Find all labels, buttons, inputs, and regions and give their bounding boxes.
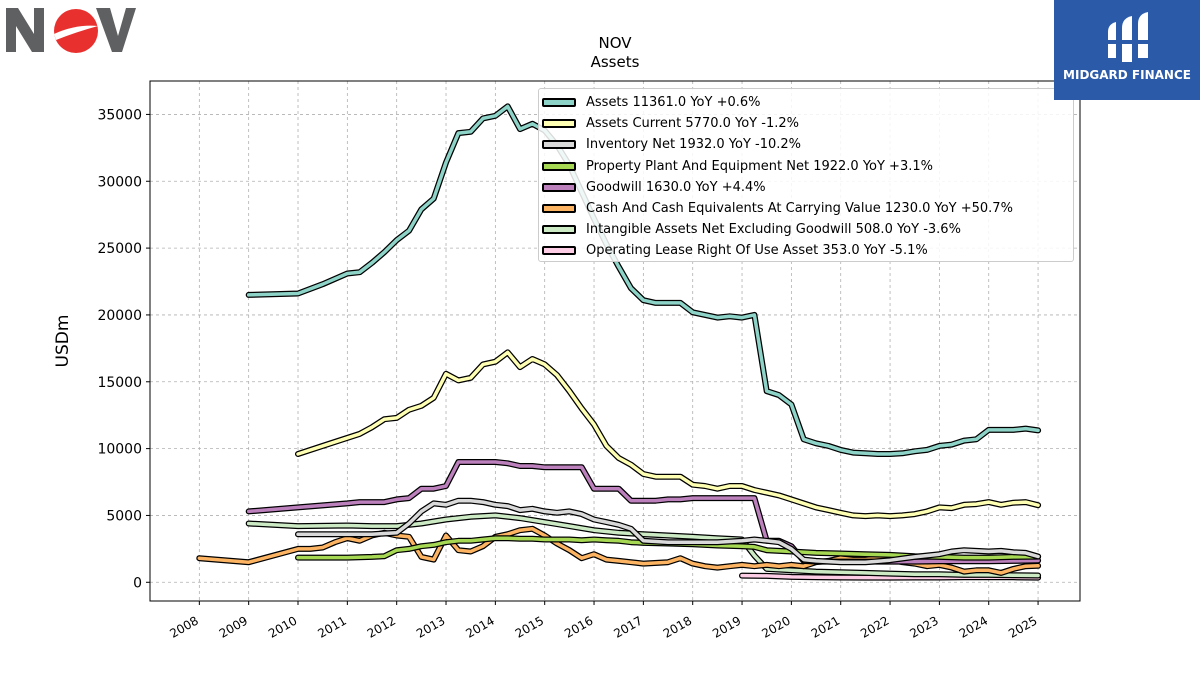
legend-swatch (542, 204, 576, 214)
x-tick-label: 2013 (414, 613, 447, 640)
x-tick-label: 2020 (759, 613, 792, 640)
series-line-assets-current (296, 350, 1040, 518)
legend-label: Cash And Cash Equivalents At Carrying Va… (586, 201, 1013, 217)
x-tick-label: 2023 (907, 613, 940, 640)
plot-frame (149, 80, 1081, 602)
y-tick-label: 30000 (97, 174, 142, 190)
y-tick-label: 20000 (97, 308, 142, 324)
series-line-intangible-assets-net-excluding-goodwill (246, 513, 1040, 578)
series-line-assets (246, 104, 1040, 456)
legend-label: Inventory Net 1932.0 YoY -10.2% (586, 137, 802, 153)
x-tick-label: 2012 (365, 613, 398, 640)
midgard-finance-logo: MIDGARD FINANCE (1054, 0, 1200, 100)
legend-swatch (542, 182, 576, 192)
legend-item-assets: Assets 11361.0 YoY +0.6% (539, 92, 1073, 113)
x-tick-label: 2008 (167, 613, 200, 640)
series-layer (196, 103, 1042, 581)
legend-label: Assets 11361.0 YoY +0.6% (586, 95, 761, 111)
legend-label: Operating Lease Right Of Use Asset 353.0… (586, 243, 928, 259)
y-tick-label: 25000 (97, 241, 142, 257)
x-tick-label: 2011 (315, 613, 348, 640)
series-outline-assets-current (295, 349, 1042, 520)
x-tick-label: 2025 (1006, 613, 1039, 640)
legend-item-inventory-net: Inventory Net 1932.0 YoY -10.2% (539, 134, 1073, 155)
legend-swatch (542, 161, 576, 171)
legend-item-cash-and-cash-equivalents-at-carrying-value: Cash And Cash Equivalents At Carrying Va… (539, 198, 1073, 219)
legend-swatch (542, 119, 576, 129)
y-tick-label: 5000 (106, 508, 142, 524)
y-tick-label: 0 (133, 575, 142, 591)
x-axis: 2008 2009 2010 2011 2012 2013 2014 2015 2016 2017… (167, 601, 1040, 641)
legend-item-operating-lease-right-of-use-asset: Operating Lease Right Of Use Asset 353.0… (539, 240, 1073, 261)
legend-swatch (542, 225, 576, 235)
legend: Assets 11361.0 YoY +0.6% Assets Current 5… (538, 88, 1074, 262)
legend-swatch (542, 246, 576, 256)
y-axis-label: USDm (53, 315, 73, 368)
series-line-inventory-net (296, 498, 1040, 564)
x-tick-label: 2019 (710, 613, 743, 640)
nov-logo-icon (6, 8, 136, 53)
x-tick-label: 2014 (463, 613, 496, 640)
legend-label: Property Plant And Equipment Net 1922.0 … (586, 158, 933, 174)
x-tick-label: 2024 (957, 613, 990, 640)
y-tick-label: 10000 (97, 442, 142, 458)
y-tick-label: 35000 (97, 107, 142, 123)
brand-name: MIDGARD FINANCE (1063, 68, 1191, 82)
legend-item-goodwill: Goodwill 1630.0 YoY +4.4% (539, 177, 1073, 198)
series-line-property-plant-and-equipment-net (296, 536, 1040, 560)
nov-logo (4, 4, 136, 56)
chart-title: NOV (598, 34, 632, 52)
legend-item-intangible-assets-net-excluding-goodwill: Intangible Assets Net Excluding Goodwill… (539, 219, 1073, 240)
x-tick-label: 2009 (217, 613, 250, 640)
y-axis: 0 5000 10000 15000 20000 25000 30000 35000 (97, 107, 150, 591)
x-tick-label: 2021 (809, 613, 842, 640)
y-tick-label: 15000 (97, 375, 142, 391)
x-tick-label: 2017 (611, 613, 644, 640)
chart-subtitle: Assets (591, 53, 640, 71)
legend-swatch (542, 140, 576, 150)
midgard-logo-icon (1106, 12, 1150, 62)
legend-label: Intangible Assets Net Excluding Goodwill… (586, 222, 961, 238)
x-tick-label: 2018 (661, 613, 694, 640)
x-tick-label: 2016 (562, 613, 595, 640)
legend-swatch (542, 98, 576, 108)
legend-item-assets-current: Assets Current 5770.0 YoY -1.2% (539, 113, 1073, 134)
x-tick-label: 2022 (858, 613, 891, 640)
legend-label: Goodwill 1630.0 YoY +4.4% (586, 179, 766, 195)
x-tick-label: 2015 (513, 613, 546, 640)
x-tick-label: 2010 (266, 613, 299, 640)
legend-label: Assets Current 5770.0 YoY -1.2% (586, 116, 799, 132)
legend-item-property-plant-and-equipment-net: Property Plant And Equipment Net 1922.0 … (539, 156, 1073, 177)
